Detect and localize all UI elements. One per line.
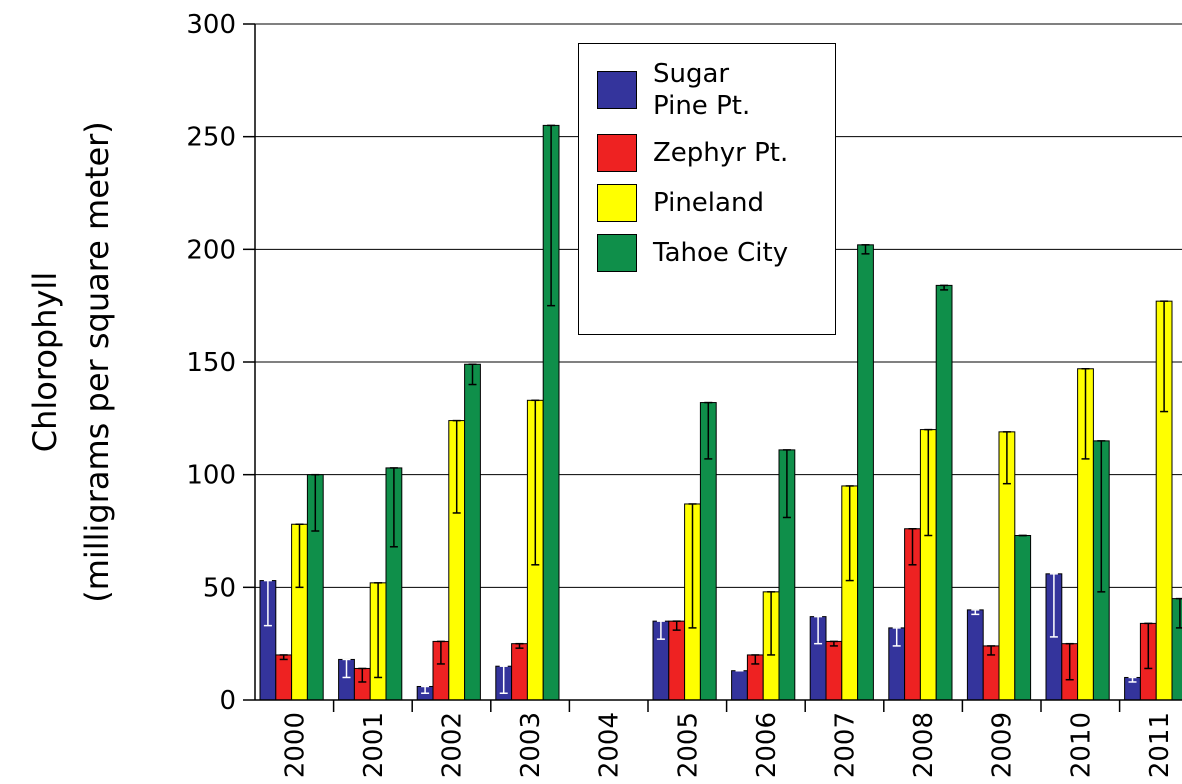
error-bar [547, 124, 556, 307]
y-tick-label: 300 [186, 10, 236, 40]
error-bar [829, 640, 838, 647]
y-tick-label: 0 [219, 686, 236, 716]
error-bar [672, 620, 681, 631]
error-bar [987, 645, 996, 656]
error-bar [374, 582, 383, 679]
error-bar [1065, 642, 1074, 681]
error-bar [845, 485, 854, 582]
error-bar [1049, 573, 1058, 638]
error-bar [342, 658, 351, 679]
legend-swatch [597, 134, 637, 172]
bar [511, 643, 528, 701]
x-tick-label: 2000 [280, 712, 310, 778]
legend-swatch [597, 184, 637, 222]
error-bar [279, 654, 288, 661]
x-tick-label: 2011 [1145, 712, 1175, 778]
error-bar [358, 667, 367, 683]
y-tick-label: 200 [186, 235, 236, 265]
x-tick-label: 2009 [988, 712, 1018, 778]
error-bar [971, 609, 980, 616]
error-bar [1002, 431, 1011, 485]
x-tick-label: 2004 [595, 712, 625, 778]
bar [935, 284, 953, 701]
error-bar [751, 654, 760, 665]
error-bar [767, 591, 776, 656]
error-bar [924, 428, 933, 537]
error-bar [861, 244, 870, 255]
bar [464, 363, 481, 701]
legend-label: Tahoe City [653, 238, 789, 268]
x-tick-label: 2003 [516, 712, 546, 778]
legend-swatch [597, 234, 637, 272]
error-bar [1097, 440, 1106, 593]
y-tick-label: 100 [186, 461, 236, 491]
y-label: (milligrams per square meter) [78, 121, 116, 603]
y-tick-label: 50 [203, 573, 236, 603]
legend-item: Sugar Pine Pt. [597, 58, 835, 122]
error-bar [1160, 300, 1169, 413]
error-bar [814, 615, 823, 645]
error-bar [452, 419, 461, 514]
y-tick-label: 150 [186, 348, 236, 378]
x-tick-label: 2001 [359, 712, 389, 778]
error-bar [263, 579, 272, 627]
x-tick-label: 2006 [752, 712, 782, 778]
bar [825, 640, 843, 701]
x-tick-label: 2010 [1066, 712, 1096, 778]
error-bar [1144, 622, 1153, 670]
x-tick-label: 2005 [673, 712, 703, 778]
bar [857, 244, 874, 701]
x-tick-label: 2008 [909, 712, 939, 778]
error-bar [688, 503, 697, 629]
error-bar [515, 642, 524, 649]
bar [731, 670, 748, 701]
error-bar [295, 523, 304, 589]
bar [668, 620, 686, 701]
error-bar [908, 527, 917, 566]
legend-item: Pineland [597, 184, 835, 222]
error-bar [940, 284, 949, 291]
error-bar [704, 401, 713, 460]
legend-swatch [597, 71, 637, 109]
error-bar [892, 627, 901, 647]
error-bar [1081, 368, 1090, 460]
error-bar [782, 449, 791, 519]
error-bar [1128, 676, 1137, 683]
x-tick-label: 2007 [831, 712, 861, 778]
y-tick-label: 250 [186, 123, 236, 153]
legend-label: Zephyr Pt. [653, 138, 789, 168]
error-bar [656, 620, 665, 640]
error-bar [499, 665, 508, 694]
x-tick-label: 2002 [438, 712, 468, 778]
legend-item: Tahoe City [597, 234, 835, 272]
legend: Sugar Pine Pt. Zephyr Pt. Pineland Tahoe Ci… [578, 43, 836, 335]
error-bar [436, 640, 445, 665]
legend-label: Pineland [653, 188, 764, 218]
error-bar [311, 473, 320, 532]
legend-item: Zephyr Pt. [597, 134, 835, 172]
error-bar [1175, 597, 1182, 629]
error-bar [531, 399, 540, 566]
error-bar [468, 363, 477, 386]
error-bar [389, 467, 398, 548]
bar [275, 654, 293, 701]
bar [966, 609, 984, 701]
y-label: Chlorophyll [26, 272, 64, 452]
error-bar [421, 685, 430, 694]
bar [1014, 535, 1032, 701]
legend-label: Sugar Pine Pt. [653, 59, 751, 121]
